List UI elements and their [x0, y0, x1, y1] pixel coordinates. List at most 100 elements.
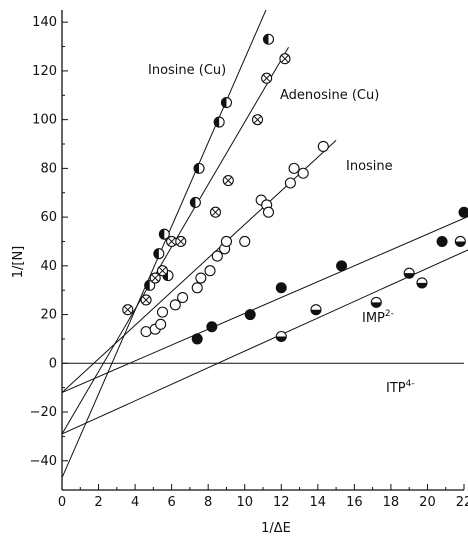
- data-point: [284, 177, 296, 189]
- data-point: [122, 304, 134, 316]
- point-marker-cross: [151, 274, 160, 282]
- data-point: [403, 267, 415, 279]
- data-point: [177, 291, 189, 304]
- data-point: [153, 248, 165, 260]
- data-point: [251, 114, 264, 126]
- point-marker-fill: [455, 241, 466, 247]
- data-point: [297, 167, 309, 179]
- point-marker-fill: [214, 117, 220, 128]
- point-marker: [262, 206, 275, 218]
- point-marker-fill: [310, 309, 321, 315]
- x-tick-label: 12: [273, 495, 290, 510]
- x-tick-label: 2: [94, 495, 102, 510]
- data-point: [156, 265, 169, 277]
- data-point: [244, 309, 256, 321]
- point-marker: [140, 326, 152, 338]
- point-marker: [204, 265, 216, 277]
- data-point: [213, 116, 225, 128]
- data-point: [209, 206, 222, 218]
- point-marker: [191, 282, 203, 294]
- data-point: [144, 279, 156, 291]
- data-point: [336, 260, 348, 272]
- data-point: [220, 97, 233, 109]
- data-point: [155, 318, 167, 330]
- point-marker-fill: [144, 280, 150, 291]
- point-marker-cross: [176, 237, 185, 246]
- point-marker: [211, 250, 223, 262]
- point-marker-fill: [194, 163, 200, 174]
- data-point: [169, 299, 181, 311]
- x-tick-label: 14: [310, 495, 327, 510]
- series-label-itp: ITP4-: [386, 379, 415, 396]
- data-point: [191, 333, 203, 345]
- y-tick-label: 120: [32, 64, 57, 79]
- fit-line: [62, 10, 267, 479]
- x-tick-label: 8: [204, 495, 212, 510]
- point-marker-fill: [416, 282, 427, 288]
- data-point: [149, 272, 161, 284]
- fit-lines: [62, 10, 468, 479]
- x-tick-label: 6: [167, 495, 175, 510]
- point-marker-fill: [404, 273, 415, 279]
- y-axis-title: 1/[N]: [11, 246, 26, 279]
- point-marker: [156, 306, 169, 318]
- series-label-imp: IMP2-: [362, 309, 394, 326]
- point-marker: [297, 167, 309, 179]
- data-point: [204, 265, 216, 277]
- x-tick-label: 18: [383, 495, 400, 510]
- point-marker-cross: [123, 305, 132, 314]
- point-marker-cross: [224, 176, 233, 185]
- point-marker: [288, 162, 300, 174]
- data-point: [262, 206, 275, 218]
- point-marker: [169, 299, 181, 311]
- point-marker-fill: [276, 336, 287, 342]
- data-point: [140, 326, 152, 338]
- point-marker: [191, 333, 203, 345]
- data-point: [288, 162, 300, 174]
- point-marker-cross: [142, 295, 151, 304]
- y-tick-label: −40: [30, 454, 57, 469]
- point-marker-cross: [211, 208, 220, 217]
- point-marker-fill: [159, 229, 165, 240]
- data-point: [279, 53, 291, 65]
- series-label-imp-name: IMP: [362, 311, 385, 326]
- data-point: [317, 140, 329, 152]
- point-marker-fill: [190, 197, 196, 208]
- series-label-imp-charge: 2-: [385, 309, 394, 319]
- point-marker: [275, 282, 287, 294]
- y-tick-label: 60: [40, 210, 57, 225]
- data-point: [239, 235, 251, 248]
- x-tick-label: 10: [236, 495, 253, 510]
- data-point: [370, 296, 382, 308]
- point-marker: [317, 140, 329, 152]
- data-point: [206, 321, 218, 333]
- y-tick-label: 100: [32, 113, 57, 128]
- x-axis-title: 1/ΔE: [261, 521, 291, 536]
- x-tick-label: 4: [131, 495, 139, 510]
- point-marker: [436, 235, 448, 247]
- data-point: [211, 250, 223, 262]
- y-tick-label: 140: [32, 15, 57, 30]
- series-label-adenosine-cu: Adenosine (Cu): [280, 88, 379, 103]
- point-marker-cross: [158, 266, 167, 275]
- data-point: [275, 282, 287, 294]
- data-point: [195, 272, 207, 284]
- axis-ticks: 0 2 4 6 8 10 12 14 16 18 20 22 −40 −20 0 20 40 60 80 100 120…: [30, 15, 468, 510]
- data-points: [122, 33, 468, 345]
- series-label-itp-name: ITP: [386, 381, 406, 396]
- point-marker-fill: [263, 34, 269, 45]
- fit-line: [62, 249, 468, 435]
- data-point: [158, 228, 170, 240]
- point-marker: [155, 318, 167, 330]
- series-label-itp-charge: 4-: [406, 379, 415, 389]
- x-tick-label: 16: [346, 495, 363, 510]
- fit-line: [62, 216, 468, 393]
- data-point: [156, 306, 169, 318]
- data-point: [261, 72, 273, 84]
- data-point: [458, 206, 468, 218]
- y-tick-label: 20: [40, 308, 57, 323]
- y-tick-label: −20: [30, 405, 57, 420]
- data-point: [416, 277, 428, 289]
- fit-line: [62, 139, 337, 393]
